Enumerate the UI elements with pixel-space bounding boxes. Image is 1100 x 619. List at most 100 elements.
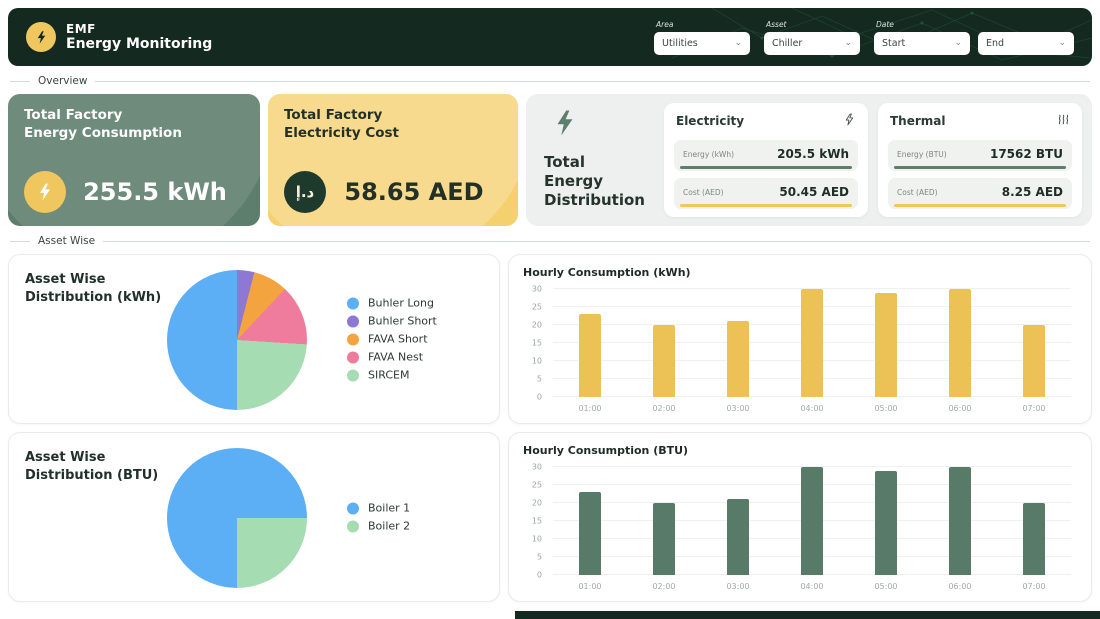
asset-select-value: Chiller — [772, 37, 803, 49]
brand-text: EMF Energy Monitoring — [66, 22, 212, 52]
x-tick-label: 01:00 — [578, 582, 602, 591]
kpi-title-line: Total Factory — [24, 107, 123, 123]
app-header: EMF Energy Monitoring Area Utilities ⌄ A… — [8, 8, 1092, 66]
distribution-intro: Total Energy Distribution — [536, 103, 654, 217]
y-tick-label: 0 — [536, 570, 542, 580]
stat-label: Energy (BTU) — [897, 149, 947, 159]
y-tick-label: 5 — [536, 374, 542, 384]
bar — [801, 467, 823, 575]
gridline — [553, 288, 1071, 289]
bar — [949, 289, 971, 397]
plot-area: 01:00 02:00 03:00 04:00 05:00 06:00 07:00 — [553, 288, 1071, 413]
x-tick-label: 01:00 — [578, 404, 602, 413]
charts-area: Asset Wise Distribution (kWh) Buhler Lon… — [8, 254, 1092, 602]
heat-waves-icon — [1057, 113, 1070, 129]
legend-color-dot — [347, 520, 359, 532]
bar-slot: 07:00 — [997, 467, 1071, 591]
y-tick-label: 25 — [531, 302, 542, 312]
divider-line — [95, 80, 1090, 82]
bar-slot: 06:00 — [923, 289, 997, 413]
bar — [579, 314, 601, 397]
legend-label: Buhler Long — [368, 296, 434, 310]
bar — [653, 325, 675, 397]
y-tick-label: 20 — [531, 498, 542, 508]
chevron-down-icon: ⌄ — [844, 38, 852, 48]
bar — [801, 289, 823, 397]
bar-slot: 04:00 — [775, 467, 849, 591]
pie-card-kwh: Asset Wise Distribution (kWh) Buhler Lon… — [8, 254, 500, 424]
legend-color-dot — [347, 369, 359, 381]
kpi-energy-title: Total Factory Energy Consumption — [24, 107, 244, 142]
stat-accent-bar — [894, 204, 1066, 207]
filter-bar: Area Utilities ⌄ Asset Chiller ⌄ Date St… — [654, 20, 1074, 55]
app-logo — [26, 22, 56, 52]
y-tick-label: 30 — [531, 462, 542, 472]
bar — [949, 467, 971, 575]
y-tick-label: 30 — [531, 284, 542, 294]
filter-group-area: Area Utilities ⌄ — [654, 20, 750, 55]
date-start-value: Start — [882, 37, 906, 49]
x-tick-label: 04:00 — [800, 582, 824, 591]
legend-label: Buhler Short — [368, 314, 437, 328]
stat-row: Energy (kWh) 205.5 kWh — [674, 140, 858, 171]
chart-title: Hourly Consumption (BTU) — [523, 444, 689, 457]
pie-legend-btu: Boiler 1 Boiler 2 — [347, 497, 410, 538]
pie-chart-kwh — [167, 270, 307, 410]
dashboard-page: EMF Energy Monitoring Area Utilities ⌄ A… — [8, 8, 1092, 602]
x-tick-label: 02:00 — [652, 582, 676, 591]
divider-line — [10, 80, 30, 82]
pie-card-btu: Asset Wise Distribution (BTU) Boiler 1 Bo… — [8, 432, 500, 602]
legend-color-dot — [347, 351, 359, 363]
legend-item: Buhler Long — [347, 297, 437, 310]
legend-item: FAVA Short — [347, 333, 437, 346]
section-label-overview: Overview — [38, 75, 88, 87]
chart-title: Asset Wise Distribution (kWh) — [25, 272, 162, 305]
stat-row: Energy (BTU) 17562 BTU — [888, 140, 1072, 171]
kpi-cost-card: Total Factory Electricity Cost د.إ 58.65… — [268, 94, 518, 226]
kpi-title-line: Energy Consumption — [24, 124, 182, 141]
thermal-stats: Energy (BTU) 17562 BTU Cost (AED) 8.25 AED — [888, 133, 1072, 209]
area-select-value: Utilities — [662, 37, 698, 49]
bar — [1023, 325, 1045, 397]
brand: EMF Energy Monitoring — [26, 22, 212, 52]
kpi-energy-card: Total Factory Energy Consumption 255.5 k… — [8, 94, 260, 226]
bar-card-kwh: Hourly Consumption (kWh) 0 5 10 15 20 25 30 01:… — [508, 254, 1092, 424]
x-tick-label: 04:00 — [800, 404, 824, 413]
x-tick-label: 03:00 — [726, 582, 750, 591]
x-tick-label: 02:00 — [652, 404, 676, 413]
area-select[interactable]: Utilities ⌄ — [654, 31, 750, 55]
bar-chart-btu: 0 5 10 15 20 25 30 01:00 02:00 03:00 04:00 05:00 06:… — [523, 461, 1077, 597]
bar-slot: 06:00 — [923, 467, 997, 591]
stat-label: Cost (AED) — [897, 187, 938, 197]
y-tick-label: 10 — [531, 356, 542, 366]
electricity-icon — [843, 113, 856, 129]
bar-slot: 01:00 — [553, 467, 627, 591]
legend-item: Buhler Short — [347, 315, 437, 328]
bar — [727, 321, 749, 397]
pie-chart-btu — [167, 448, 307, 588]
chevron-down-icon: ⌄ — [1058, 38, 1066, 48]
stat-label: Energy (kWh) — [683, 149, 735, 159]
y-tick-label: 15 — [531, 516, 542, 526]
chevron-down-icon: ⌄ — [954, 38, 962, 48]
kpi-cost-value: 58.65 AED — [344, 178, 484, 206]
thermal-panel: Thermal Energy (BTU) 17562 BTU Cost (AED) 8… — [878, 103, 1082, 217]
bar — [579, 492, 601, 575]
bar — [875, 292, 897, 397]
kpi-title-line: Electricity Cost — [284, 124, 400, 141]
chevron-down-icon: ⌄ — [734, 38, 742, 48]
date-start-select[interactable]: Start ⌄ — [874, 31, 970, 55]
lightning-icon — [24, 171, 66, 213]
x-tick-label: 03:00 — [726, 404, 750, 413]
x-tick-label: 07:00 — [1022, 404, 1046, 413]
asset-select[interactable]: Chiller ⌄ — [764, 31, 860, 55]
section-label-asset-wise: Asset Wise — [38, 235, 96, 247]
asset-filter-label: Asset — [766, 19, 787, 29]
section-divider-asset-wise: Asset Wise — [10, 235, 1090, 247]
stat-accent-bar — [680, 204, 852, 207]
date-end-select[interactable]: End ⌄ — [978, 31, 1074, 55]
footer-strip — [515, 611, 1100, 619]
stat-label: Cost (AED) — [683, 187, 724, 197]
x-tick-label: 06:00 — [948, 404, 972, 413]
legend-item: Boiler 2 — [347, 520, 410, 533]
